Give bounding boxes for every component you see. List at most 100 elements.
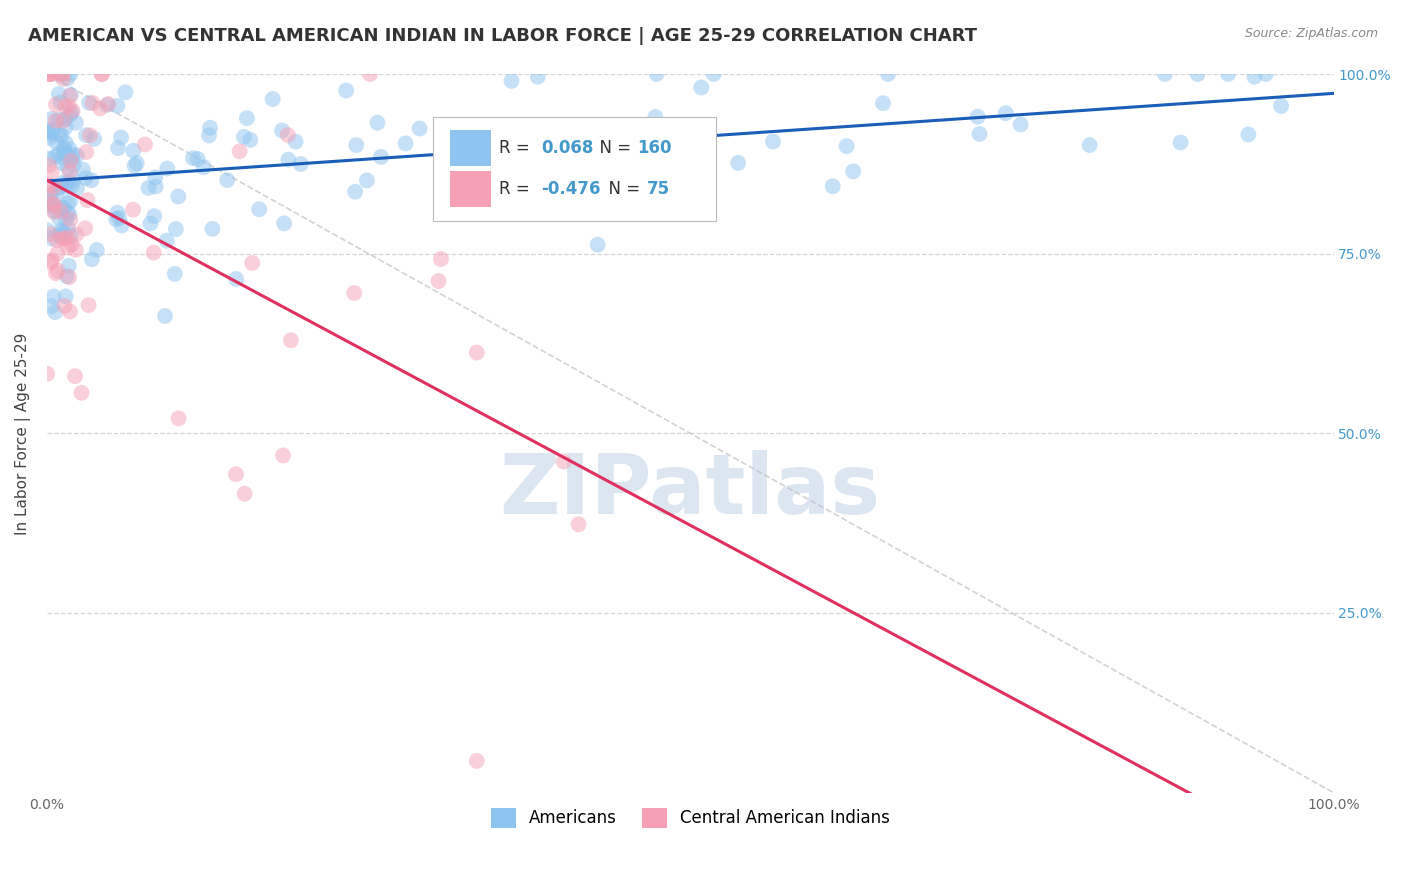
- Point: [201, 222, 224, 236]
- Point: [877, 67, 900, 81]
- Point: [45, 233, 67, 247]
- Point: [48, 87, 70, 101]
- Point: [232, 129, 254, 144]
- Point: [58, 207, 80, 221]
- Point: [56, 230, 79, 244]
- Point: [46, 180, 69, 194]
- Point: [39, 255, 62, 269]
- Point: [55, 136, 77, 150]
- Point: [51, 67, 73, 81]
- Point: [645, 67, 668, 81]
- Point: [51, 156, 73, 170]
- Point: [37, 186, 59, 201]
- Point: [55, 120, 77, 135]
- Point: [65, 243, 87, 257]
- Point: [53, 112, 76, 126]
- Point: [56, 196, 79, 211]
- Point: [52, 67, 75, 81]
- Point: [156, 161, 179, 176]
- Point: [80, 252, 103, 267]
- Point: [75, 221, 97, 235]
- Point: [105, 212, 128, 227]
- Point: [46, 246, 69, 260]
- Point: [139, 217, 162, 231]
- Point: [1187, 67, 1209, 81]
- Point: [60, 105, 83, 120]
- Point: [49, 223, 72, 237]
- Point: [48, 211, 70, 225]
- Point: [62, 158, 84, 172]
- Point: [38, 152, 60, 166]
- Point: [59, 89, 82, 103]
- Point: [1270, 99, 1292, 113]
- Point: [77, 95, 100, 110]
- Point: [41, 299, 63, 313]
- Point: [122, 202, 145, 217]
- Point: [1078, 138, 1101, 153]
- Point: [52, 175, 75, 189]
- Point: [1010, 118, 1032, 132]
- Point: [181, 151, 204, 165]
- Point: [56, 240, 79, 254]
- Point: [56, 161, 79, 175]
- Point: [45, 135, 67, 149]
- Point: [65, 116, 87, 130]
- Point: [59, 194, 82, 209]
- Point: [48, 112, 70, 127]
- Point: [343, 285, 366, 300]
- Point: [262, 92, 284, 106]
- Point: [727, 156, 749, 170]
- Text: 0.068: 0.068: [541, 139, 593, 157]
- Point: [59, 67, 82, 81]
- Point: [108, 211, 131, 225]
- Point: [59, 153, 82, 168]
- Point: [59, 212, 82, 227]
- Point: [59, 228, 82, 243]
- Point: [49, 95, 72, 110]
- Point: [110, 130, 132, 145]
- Point: [39, 227, 62, 241]
- Text: AMERICAN VS CENTRAL AMERICAN INDIAN IN LABOR FORCE | AGE 25-29 CORRELATION CHART: AMERICAN VS CENTRAL AMERICAN INDIAN IN L…: [28, 27, 977, 45]
- Point: [107, 141, 129, 155]
- Point: [138, 181, 160, 195]
- Text: R =: R =: [499, 180, 534, 198]
- Point: [370, 150, 392, 164]
- Point: [55, 99, 77, 113]
- Point: [52, 113, 75, 128]
- Point: [527, 70, 550, 84]
- Point: [134, 137, 156, 152]
- Point: [290, 157, 312, 171]
- Point: [114, 86, 136, 100]
- Point: [430, 252, 453, 266]
- Point: [366, 116, 388, 130]
- Point: [1237, 128, 1260, 142]
- Point: [58, 142, 80, 156]
- Point: [55, 179, 77, 194]
- Point: [37, 124, 59, 138]
- Point: [762, 135, 785, 149]
- Point: [344, 138, 367, 153]
- Point: [53, 144, 76, 158]
- Point: [471, 199, 494, 213]
- Point: [38, 189, 60, 203]
- Point: [125, 156, 148, 170]
- Point: [55, 269, 77, 284]
- Point: [236, 111, 259, 125]
- Point: [60, 237, 83, 252]
- Text: R =: R =: [499, 139, 534, 157]
- Point: [52, 201, 75, 215]
- Point: [163, 267, 186, 281]
- Point: [39, 198, 62, 212]
- Point: [41, 67, 63, 81]
- Point: [42, 199, 65, 213]
- Point: [111, 219, 134, 233]
- Point: [58, 99, 80, 113]
- Point: [553, 454, 575, 468]
- Point: [465, 345, 488, 359]
- Point: [51, 225, 73, 239]
- Point: [41, 196, 63, 211]
- Point: [488, 171, 510, 186]
- Point: [65, 227, 87, 242]
- Point: [225, 467, 247, 482]
- Point: [142, 245, 165, 260]
